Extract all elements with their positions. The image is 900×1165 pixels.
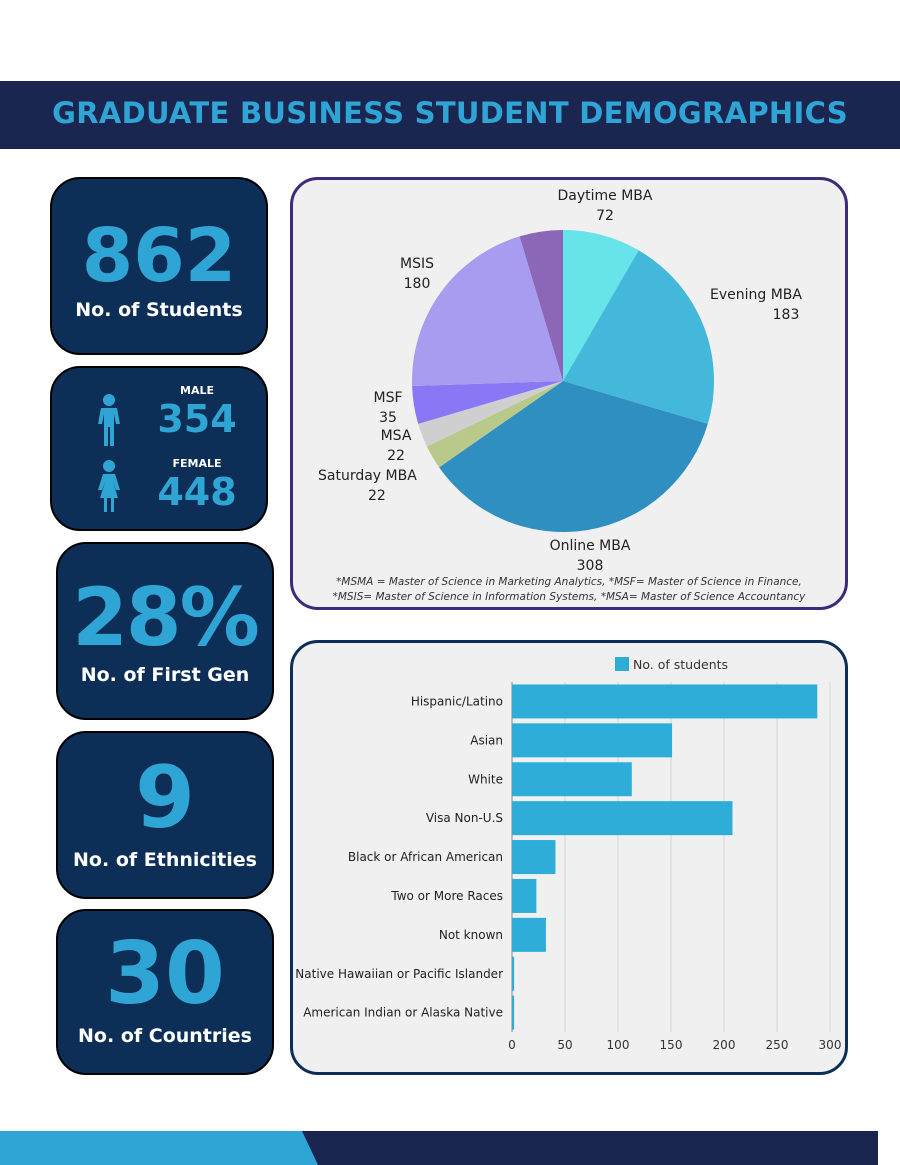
pie-label-msf: MSF 35 [373,390,403,426]
pie-slice-daytime-mba [563,230,639,381]
category-label: White [468,772,503,786]
bar-hispanic-latino [512,684,818,719]
students-card: 862 No. of Students [50,177,268,355]
legend-swatch [615,657,629,671]
category-label: Native Hawaiian or Pacific Islander [295,967,503,981]
ethnicity-bar-panel: No. of students 0 50 100 150 200 250 300 Hispan… [290,640,848,1075]
bar-american-indian-or-alaska-native [512,995,515,1030]
countries-value: 30 [105,924,225,1024]
female-person-icon [98,460,120,512]
bar-two-or-more-races [512,878,537,913]
gender-card: MALE 354 FEMALE 448 [50,366,268,531]
bar-visa-non-u-s [512,801,733,836]
ethnicities-value: 9 [135,748,195,848]
category-label: Two or More Races [390,889,503,903]
program-pie-chart [412,230,714,532]
header-banner: GRADUATE BUSINESS STUDENT DEMOGRAPHICS [0,81,900,149]
category-label: American Indian or Alaska Native [303,1006,503,1020]
male-value: 354 [157,397,237,441]
ethnicities-label: No. of Ethnicities [73,849,257,871]
x-tick-label: 150 [660,1038,683,1052]
category-label: Black or African American [348,850,503,864]
countries-label: No. of Countries [78,1025,252,1047]
x-tick-label: 50 [557,1038,572,1052]
countries-card: 30 No. of Countries [56,909,274,1075]
female-value: 448 [157,470,237,514]
ethnicities-card: 9 No. of Ethnicities [56,731,274,899]
pie-slice-msf [412,381,563,424]
first-gen-label: No. of First Gen [80,664,250,686]
x-tick-label: 300 [819,1038,842,1052]
students-label: No. of Students [75,299,243,321]
pie-slice-online-mba [439,381,708,532]
footer-accent-band [0,1131,318,1165]
pie-slice-msis [412,236,563,386]
x-tick-label: 200 [713,1038,736,1052]
female-label: FEMALE [172,457,222,470]
pie-label-msis: MSIS 180 [400,256,434,292]
x-tick-label: 0 [508,1038,516,1052]
first-gen-value: 28% [72,571,259,664]
page-title: GRADUATE BUSINESS STUDENT DEMOGRAPHICS [52,96,848,130]
pie-label-online-mba: Online MBA 308 [549,538,631,574]
x-tick-label: 100 [607,1038,630,1052]
pie-slice-other [519,230,563,381]
bar-asian [512,723,673,758]
x-tick-label: 250 [766,1038,789,1052]
first-gen-card: 28% No. of First Gen [56,542,274,720]
pie-footnote-1: *MSMA = Master of Science in Marketing A… [336,576,802,588]
pie-slice-saturday-mba [426,381,563,468]
category-label: Visa Non-U.S [426,811,503,825]
category-label: Hispanic/Latino [411,694,503,708]
program-pie-panel: Daytime MBA 72 Evening MBA 183 Online MBA 3… [290,177,848,610]
pie-slice-evening-mba [563,250,714,424]
pie-label-msa: MSA 22 [380,428,412,464]
ethnicity-bar-chart: No. of students 0 50 100 150 200 250 300 Hispan… [295,657,842,1052]
bar-not-known [512,917,546,952]
male-label: MALE [180,384,214,397]
bar-native-hawaiian-or-pacific-islander [512,956,515,991]
students-value: 862 [81,213,237,299]
pie-slice-msa [418,381,563,447]
pie-label-evening-mba: Evening MBA 183 [710,287,802,323]
category-label: Asian [470,733,503,747]
bar-black-or-african-american [512,840,556,875]
pie-footnote-2: *MSIS= Master of Science in Information … [332,591,806,603]
bar-white [512,762,632,797]
male-person-icon [98,394,120,446]
category-label: Not known [439,928,503,942]
legend-label: No. of students [633,657,728,672]
pie-label-saturday-mba: Saturday MBA 22 [318,468,417,504]
pie-label-daytime-mba: Daytime MBA 72 [557,188,653,224]
